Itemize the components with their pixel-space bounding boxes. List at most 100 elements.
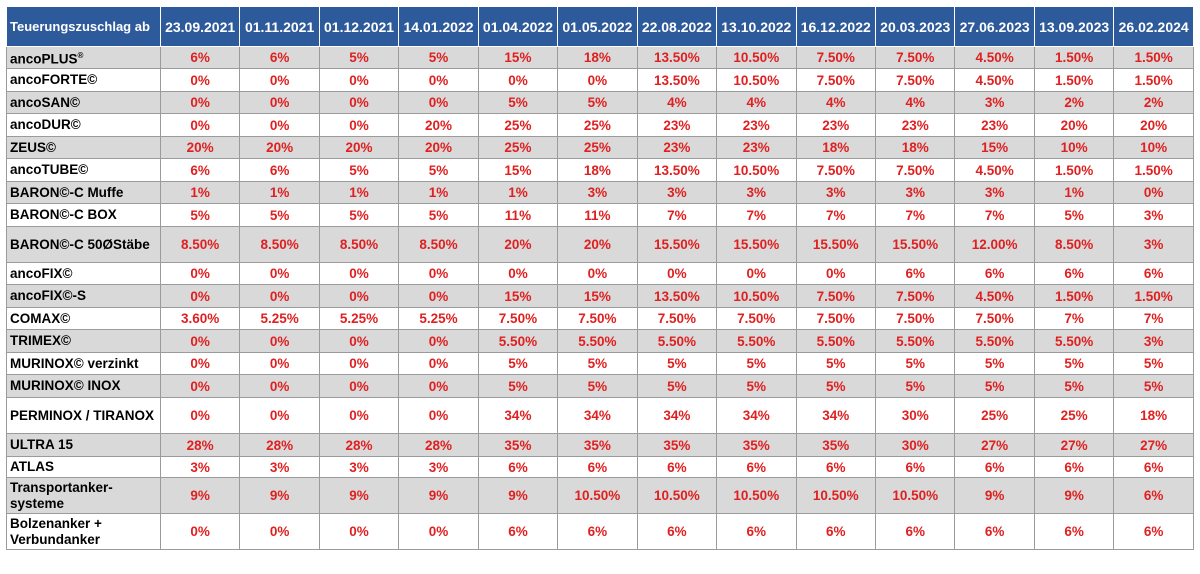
surcharge-value: 0% bbox=[398, 397, 479, 434]
surcharge-value: 0% bbox=[795, 262, 876, 285]
surcharge-value: 9% bbox=[1033, 477, 1115, 514]
surcharge-value: 0% bbox=[239, 262, 320, 285]
date-header: 26.02.2024 bbox=[1113, 6, 1194, 47]
surcharge-value: 0% bbox=[398, 352, 479, 375]
surcharge-value: 23% bbox=[874, 113, 956, 137]
surcharge-value: 7% bbox=[636, 203, 718, 227]
surcharge-value: 1.50% bbox=[1033, 284, 1115, 308]
surcharge-value: 0% bbox=[398, 374, 479, 398]
surcharge-value: 1% bbox=[159, 181, 241, 204]
surcharge-value: 6% bbox=[1033, 513, 1115, 550]
surcharge-value: 7.50% bbox=[716, 307, 797, 330]
table-row: ancoFIX©-S 0% 0% 0% 0% 15% 15% 13.50% 10.50% 7.50… bbox=[6, 284, 1194, 308]
product-name: TRIMEX© bbox=[6, 329, 161, 353]
surcharge-value: 9% bbox=[159, 477, 241, 514]
date-header: 01.04.2022 bbox=[477, 6, 559, 47]
surcharge-value: 6% bbox=[636, 513, 718, 550]
surcharge-value: 11% bbox=[557, 203, 638, 227]
surcharge-value: 23% bbox=[795, 113, 876, 137]
surcharge-value: 13.50% bbox=[636, 46, 718, 69]
surcharge-value: 0% bbox=[159, 262, 241, 285]
surcharge-value: 23% bbox=[636, 136, 718, 159]
table-row: Bolzenanker + Verbundanker 0% 0% 0% 0% 6% 6% 6%… bbox=[6, 513, 1194, 550]
product-name: MURINOX© verzinkt bbox=[6, 352, 161, 375]
surcharge-value: 0% bbox=[239, 91, 320, 114]
surcharge-value: 5% bbox=[159, 203, 241, 227]
surcharge-value: 10.50% bbox=[716, 477, 797, 514]
surcharge-value: 5.50% bbox=[557, 329, 638, 353]
surcharge-value: 13.50% bbox=[636, 158, 718, 182]
product-label: ancoFIX©-S bbox=[10, 288, 86, 303]
surcharge-value: 0% bbox=[636, 262, 718, 285]
product-name: ancoFIX©-S bbox=[6, 284, 161, 308]
surcharge-value: 10.50% bbox=[716, 158, 797, 182]
surcharge-value: 15.50% bbox=[795, 226, 876, 263]
surcharge-value: 0% bbox=[318, 513, 400, 550]
product-name: COMAX© bbox=[6, 307, 161, 330]
surcharge-value: 30% bbox=[874, 433, 956, 457]
surcharge-value: 3% bbox=[795, 181, 876, 204]
surcharge-value: 25% bbox=[477, 113, 559, 137]
surcharge-value: 18% bbox=[557, 158, 638, 182]
surcharge-value: 5% bbox=[874, 374, 956, 398]
surcharge-value: 25% bbox=[1033, 397, 1115, 434]
product-label: ULTRA 15 bbox=[10, 437, 74, 452]
surcharge-value: 10% bbox=[1033, 136, 1115, 159]
surcharge-value: 0% bbox=[239, 374, 320, 398]
date-header: 27.06.2023 bbox=[954, 6, 1035, 47]
product-label: Bolzenanker + Verbundanker bbox=[10, 515, 102, 547]
surcharge-value: 7% bbox=[1033, 307, 1115, 330]
surcharge-value: 8.50% bbox=[398, 226, 479, 263]
surcharge-value: 1.50% bbox=[1113, 284, 1194, 308]
surcharge-value: 0% bbox=[159, 113, 241, 137]
surcharge-value: 7% bbox=[716, 203, 797, 227]
surcharge-value: 0% bbox=[398, 262, 479, 285]
product-label: BARON©-C 50ØStäbe bbox=[10, 236, 150, 252]
surcharge-value: 34% bbox=[477, 397, 559, 434]
surcharge-value: 5.50% bbox=[874, 329, 956, 353]
surcharge-value: 0% bbox=[239, 68, 320, 92]
product-name: ancoFIX© bbox=[6, 262, 161, 285]
surcharge-value: 9% bbox=[318, 477, 400, 514]
surcharge-value: 7.50% bbox=[795, 158, 876, 182]
surcharge-value: 0% bbox=[239, 352, 320, 375]
surcharge-value: 13.50% bbox=[636, 284, 718, 308]
surcharge-value: 7.50% bbox=[795, 307, 876, 330]
surcharge-value: 5% bbox=[239, 203, 320, 227]
product-name: ancoPLUS® bbox=[6, 46, 161, 69]
surcharge-value: 7.50% bbox=[636, 307, 718, 330]
surcharge-value: 1% bbox=[239, 181, 320, 204]
table-row: ULTRA 15 28% 28% 28% 28% 35% 35% 35% 35% 35% 30% 27… bbox=[6, 433, 1194, 457]
surcharge-value: 3% bbox=[1113, 226, 1194, 263]
product-label: Transportanker-systeme bbox=[10, 479, 113, 511]
surcharge-value: 34% bbox=[557, 397, 638, 434]
surcharge-value: 5% bbox=[557, 91, 638, 114]
product-name: BARON©-C Muffe bbox=[6, 181, 161, 204]
table-row: ancoPLUS® 6% 6% 5% 5% 15% 18% 13.50% 10.50% 7.50%… bbox=[6, 46, 1194, 69]
corner-header: Teuerungszuschlag ab bbox=[6, 6, 161, 47]
table-row: ancoSAN© 0% 0% 0% 0% 5% 5% 4% 4% 4% 4% 3% 2% 2% bbox=[6, 91, 1194, 114]
surcharge-value: 3% bbox=[159, 456, 241, 478]
product-label: ancoPLUS bbox=[10, 51, 78, 67]
surcharge-value: 10.50% bbox=[795, 477, 876, 514]
product-label: BARON©-C Muffe bbox=[10, 184, 124, 200]
surcharge-value: 4% bbox=[795, 91, 876, 114]
surcharge-value: 8.50% bbox=[159, 226, 241, 263]
product-label: ancoFORTE© bbox=[10, 72, 98, 87]
surcharge-value: 11% bbox=[477, 203, 559, 227]
product-name: ULTRA 15 bbox=[6, 433, 161, 457]
date-header: 23.09.2021 bbox=[159, 6, 241, 47]
surcharge-value: 5% bbox=[398, 203, 479, 227]
product-label: COMAX© bbox=[10, 310, 71, 326]
product-name: ATLAS bbox=[6, 456, 161, 478]
surcharge-value: 0% bbox=[477, 68, 559, 92]
surcharge-value: 0% bbox=[398, 329, 479, 353]
surcharge-value: 0% bbox=[159, 284, 241, 308]
surcharge-value: 0% bbox=[159, 329, 241, 353]
surcharge-value: 0% bbox=[318, 397, 400, 434]
table-row: BARON©-C Muffe 1% 1% 1% 1% 1% 3% 3% 3% 3% 3% 3% 1% 0% bbox=[6, 181, 1194, 204]
surcharge-value: 34% bbox=[636, 397, 718, 434]
surcharge-value: 0% bbox=[557, 262, 638, 285]
date-header: 01.11.2021 bbox=[239, 6, 320, 47]
surcharge-value: 7% bbox=[954, 203, 1035, 227]
